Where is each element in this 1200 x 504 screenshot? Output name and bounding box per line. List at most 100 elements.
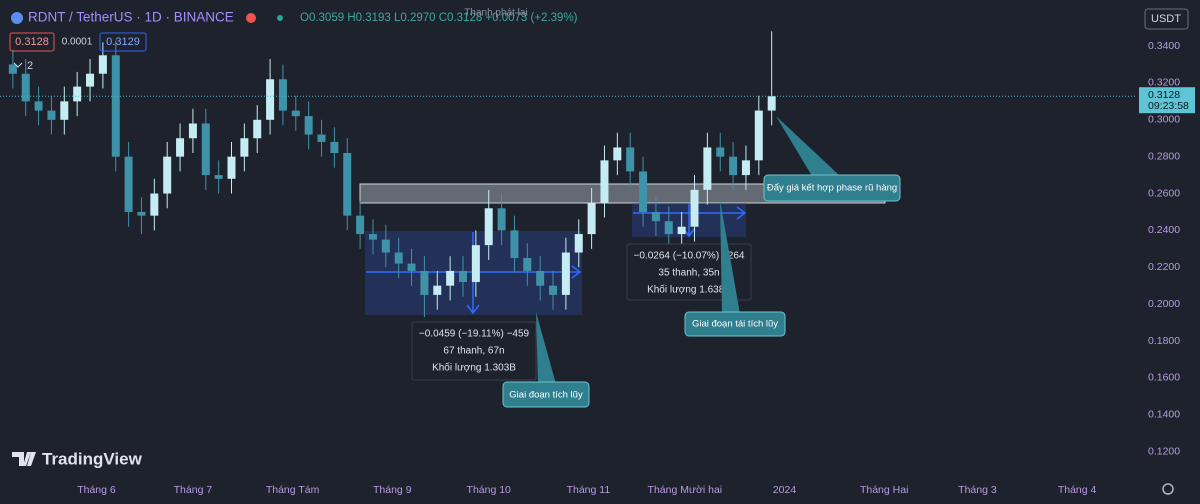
candle-body	[574, 234, 583, 253]
measure-label-box	[626, 243, 752, 301]
candle-body	[741, 160, 750, 176]
buy-box[interactable]	[99, 32, 147, 52]
candle-body	[446, 270, 455, 286]
candle-body	[497, 208, 506, 231]
callout-text: Đẩy giá kết hợp phase rũ hàng	[767, 183, 897, 194]
last-price-box	[1139, 87, 1195, 114]
callout	[502, 381, 590, 408]
candle-body	[716, 147, 725, 157]
y-tick-label: 0.1600	[1148, 372, 1180, 384]
collapse-icon[interactable]	[13, 62, 23, 68]
countdown: 09:23:58	[1148, 100, 1189, 112]
x-tick-label: Tháng Mười hai	[648, 484, 723, 496]
x-tick-label: 2024	[773, 484, 797, 496]
candle-body	[459, 270, 468, 282]
callout-pointer	[536, 312, 556, 384]
measure-bars: 67 thanh, 67n	[443, 346, 504, 357]
status-dot	[277, 15, 283, 21]
candle-body	[664, 221, 673, 235]
candle-body	[536, 270, 545, 286]
candle-body	[317, 134, 326, 142]
currency-button[interactable]	[1144, 8, 1189, 30]
candle-body	[407, 263, 416, 271]
candle-body	[98, 55, 107, 74]
candle-body	[291, 110, 300, 117]
measure-change: −0.0264 (−10.07%) −264	[634, 251, 745, 262]
candle-body	[34, 101, 43, 111]
candle-body	[8, 64, 17, 74]
candle-body	[137, 211, 146, 216]
x-tick-label: Tháng 3	[958, 484, 997, 496]
candle-body	[111, 55, 120, 157]
measure-volume: Khối lượng 1.638B	[647, 284, 731, 296]
candle-body	[176, 138, 185, 157]
callout	[763, 174, 901, 202]
x-tick-label: Tháng 10	[467, 484, 512, 496]
y-tick-label: 0.2800	[1148, 150, 1180, 162]
candle-body	[639, 171, 648, 212]
candle-body	[163, 156, 172, 194]
candle-body	[266, 79, 275, 120]
x-tick-label: Tháng 9	[373, 484, 412, 496]
candle-body	[73, 86, 82, 102]
candle-body	[729, 156, 738, 176]
currency: USDT	[1151, 13, 1181, 25]
arrow-head	[736, 206, 747, 220]
candle-body	[368, 234, 377, 240]
candle-body	[240, 138, 249, 157]
candle-body	[330, 141, 339, 153]
candle-body	[420, 270, 429, 295]
candle-body	[124, 156, 133, 212]
candle-body	[86, 73, 95, 87]
indicator-count: 2	[27, 60, 33, 72]
candle-body	[510, 230, 519, 259]
arrow-head	[466, 304, 480, 315]
y-tick-label: 0.1200	[1148, 445, 1180, 457]
candle-body	[433, 285, 442, 295]
brand-logo	[12, 452, 36, 466]
y-tick-label: 0.2600	[1148, 187, 1180, 199]
candle-body	[304, 116, 313, 135]
candle-body	[703, 147, 712, 190]
candle-body	[754, 110, 763, 161]
y-tick-label: 0.3000	[1148, 114, 1180, 126]
symbol: RDNT / TetherUS · 1D · BINANCE	[28, 10, 234, 25]
candle-body	[613, 147, 622, 161]
x-tick-label: Tháng Tám	[266, 484, 320, 496]
candle-body	[278, 79, 287, 111]
replay-hint: Thanh phát lại	[464, 8, 527, 19]
candle-body	[214, 175, 223, 179]
measure-label-box	[411, 321, 537, 381]
candle-body	[690, 189, 699, 227]
y-tick-label: 0.2400	[1148, 224, 1180, 236]
candle-body	[626, 147, 635, 172]
callout	[684, 311, 786, 337]
sell-price: 0.3128	[15, 36, 49, 48]
candle-body	[677, 226, 686, 235]
candle-body	[471, 245, 480, 282]
y-tick-label: 0.1800	[1148, 335, 1180, 347]
callout-text: Giai đoạn tái tích lũy	[692, 319, 778, 330]
sell-box[interactable]	[9, 32, 55, 52]
measure-bars: 35 thanh, 35n	[658, 268, 719, 279]
candle-body	[60, 101, 69, 120]
candle-body	[188, 123, 197, 139]
x-tick-label: Tháng 4	[1058, 484, 1097, 496]
candle-body	[767, 96, 776, 111]
ohlc: O0.3059 H0.3193 L0.2970 C0.3128 +0.0073 …	[300, 12, 578, 24]
settings-icon[interactable]	[1162, 483, 1174, 495]
candle-body	[343, 152, 352, 216]
candle-body	[651, 211, 660, 222]
candle-body	[150, 193, 159, 216]
candle-body	[21, 73, 30, 102]
last-price-label: 0.3128	[1148, 89, 1180, 101]
y-tick-label: 0.2200	[1148, 261, 1180, 273]
x-tick-label: Tháng 6	[77, 484, 116, 496]
x-tick-label: Tháng Hai	[860, 484, 908, 496]
buy-price: 0.3129	[106, 36, 140, 48]
symbol-icon	[11, 12, 23, 24]
candles	[8, 31, 776, 318]
